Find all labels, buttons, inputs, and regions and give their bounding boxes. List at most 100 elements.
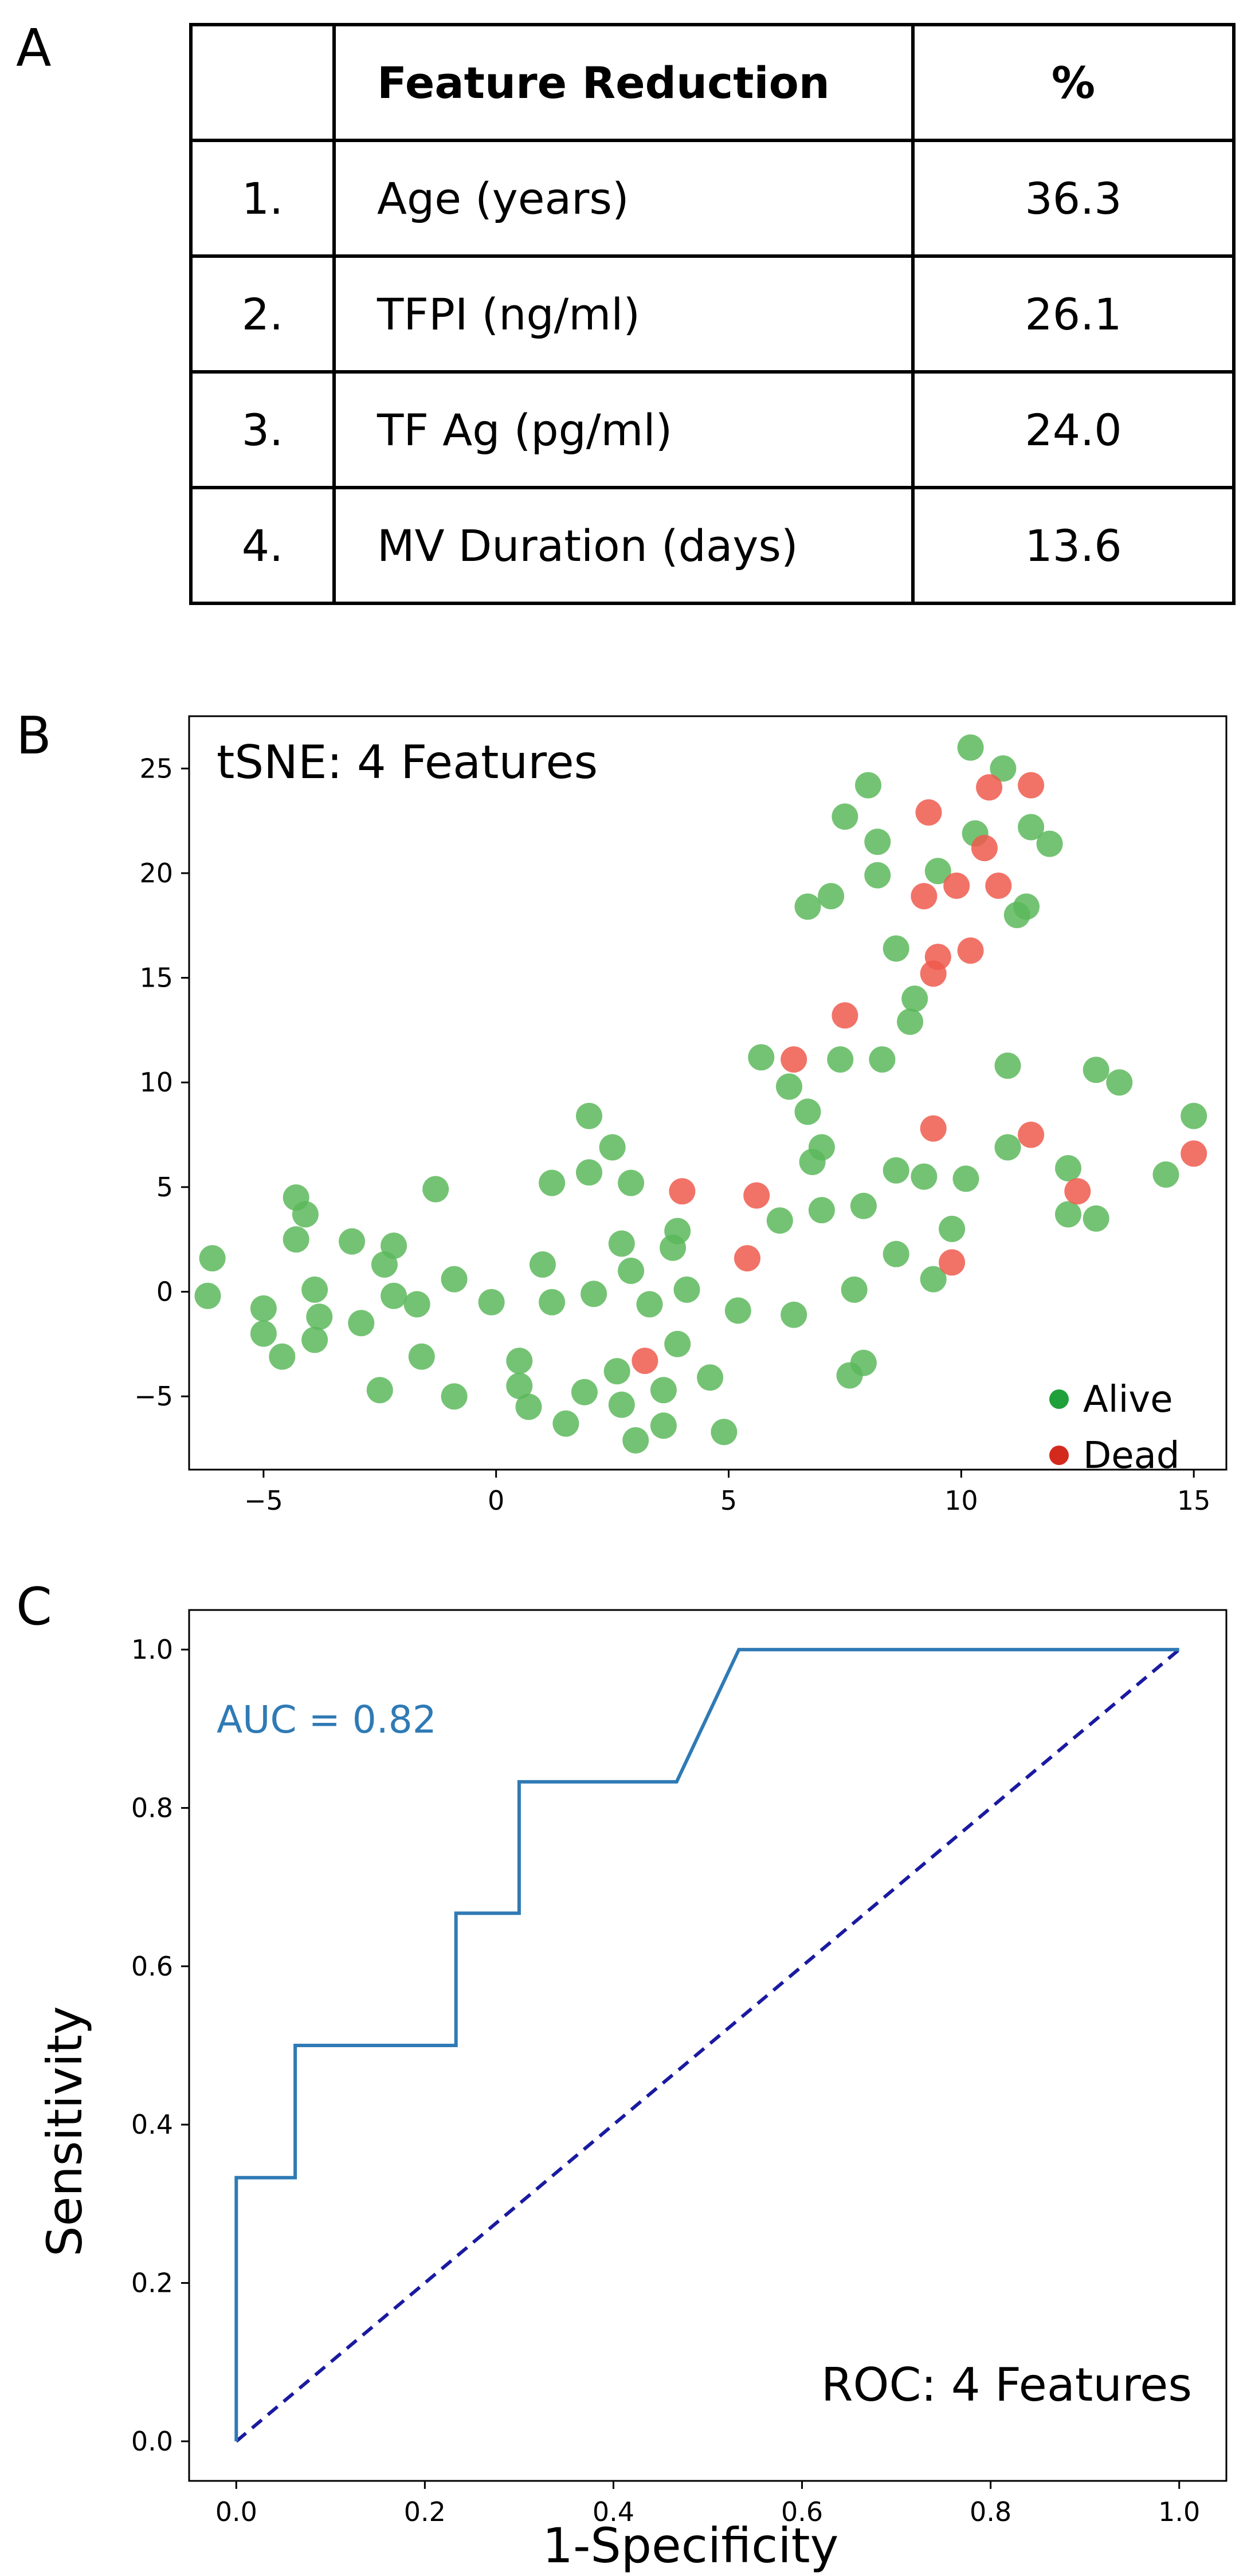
tsne-point-alive [599, 1134, 626, 1161]
tsne-point-dead [1018, 772, 1045, 799]
tsne-point-dead [911, 883, 938, 910]
roc-x-tick-label: 0.6 [781, 2496, 823, 2527]
tsne-y-tick-label: 15 [139, 963, 173, 994]
tsne-point-alive [901, 985, 928, 1012]
tsne-point-alive [697, 1364, 724, 1391]
tsne-point-alive [571, 1379, 598, 1405]
roc-y-tick-label: 0.4 [131, 2109, 173, 2140]
roc-x-tick-label: 0.4 [593, 2496, 634, 2527]
tsne-scatter-chart: −5 0 5 10 15 −5 0 5 10 15 20 25 tSNE: 4 Features Al… [134, 715, 1228, 1516]
tsne-point-dead [734, 1245, 760, 1272]
roc-y-tick-label: 0.2 [131, 2268, 173, 2299]
tsne-point-dead [985, 872, 1012, 899]
tsne-point-alive [618, 1258, 645, 1284]
row-number: 3. [189, 370, 336, 489]
tsne-point-alive [794, 1098, 821, 1125]
panel-label-b: B [16, 706, 52, 766]
table-row: 3. TF Ag (pg/ml) 24.0 [189, 370, 1236, 489]
roc-x-tick-label: 0.8 [970, 2496, 1011, 2527]
tsne-title: tSNE: 4 Features [217, 736, 598, 789]
tsne-legend: Alive Dead [1049, 1379, 1180, 1477]
panel-label-c: C [16, 1577, 52, 1637]
tsne-point-alive [1152, 1161, 1179, 1188]
roc-auc-annotation: AUC = 0.82 [217, 1698, 437, 1742]
tsne-point-alive [199, 1245, 226, 1272]
table-row: 2. TFPI (ng/ml) 26.1 [189, 254, 1236, 374]
panel-label-a: A [16, 18, 52, 78]
tsne-x-tick-label: −5 [244, 1485, 283, 1516]
tsne-point-alive [1083, 1057, 1109, 1083]
tsne-point-alive [581, 1281, 607, 1307]
tsne-point-alive [506, 1348, 533, 1375]
tsne-point-alive [269, 1343, 296, 1370]
tsne-point-alive [939, 1215, 966, 1242]
table-header-feature: Feature Reduction [332, 23, 915, 142]
tsne-point-alive [348, 1310, 375, 1337]
roc-curve-chart: 0.0 0.2 0.4 0.6 0.8 1.0 0.0 0.2 0.4 0.6 0.8 1.0 AUC… [37, 1609, 1228, 2574]
tsne-y-tick-label: 5 [156, 1172, 173, 1203]
tsne-point-alive [748, 1044, 775, 1071]
row-number: 1. [189, 139, 336, 258]
tsne-point-alive [301, 1326, 328, 1353]
tsne-point-alive [478, 1289, 505, 1316]
tsne-point-alive [650, 1412, 677, 1439]
legend-marker-dead [1049, 1446, 1069, 1465]
tsne-point-alive [832, 803, 858, 830]
tsne-point-alive [403, 1291, 430, 1318]
roc-y-tick-label: 1.0 [131, 1634, 173, 1665]
tsne-point-alive [911, 1163, 938, 1190]
tsne-point-dead [632, 1348, 658, 1375]
tsne-point-alive [608, 1230, 635, 1257]
row-number: 4. [189, 486, 336, 605]
tsne-point-alive [250, 1320, 277, 1347]
tsne-point-alive [724, 1297, 751, 1324]
tsne-point-dead [743, 1182, 770, 1209]
tsne-point-alive [441, 1383, 468, 1410]
legend-marker-alive [1049, 1389, 1069, 1409]
tsne-point-alive [515, 1393, 542, 1420]
tsne-point-alive [673, 1276, 700, 1303]
tsne-point-alive [622, 1427, 649, 1454]
tsne-point-alive [539, 1169, 566, 1196]
row-feature-name: Age (years) [332, 139, 915, 258]
tsne-point-alive [608, 1391, 635, 1418]
tsne-point-alive [506, 1372, 533, 1399]
tsne-point-alive [194, 1282, 221, 1309]
tsne-point-alive [1055, 1155, 1081, 1181]
tsne-point-alive [855, 772, 881, 799]
tsne-points-layer [194, 734, 1207, 1454]
tsne-point-alive [864, 862, 891, 889]
tsne-point-alive [1013, 893, 1040, 920]
tsne-point-dead [1064, 1178, 1091, 1205]
tsne-point-dead [915, 799, 942, 826]
tsne-point-alive [827, 1046, 854, 1073]
tsne-point-alive [864, 828, 891, 855]
tsne-point-alive [952, 1165, 979, 1192]
tsne-point-dead [781, 1046, 807, 1073]
row-percent: 26.1 [911, 254, 1236, 374]
tsne-point-alive [306, 1303, 333, 1330]
row-number: 2. [189, 254, 336, 374]
feature-reduction-table: Feature Reduction % 1. Age (years) 36.3 … [189, 23, 1236, 605]
tsne-y-tick-label: −5 [134, 1381, 173, 1412]
tsne-point-alive [650, 1377, 677, 1404]
row-percent: 24.0 [911, 370, 1236, 489]
tsne-y-tick-label: 25 [139, 753, 173, 784]
tsne-point-dead [976, 774, 1003, 801]
tsne-point-alive [408, 1343, 435, 1370]
tsne-point-alive [1036, 830, 1063, 857]
tsne-point-alive [576, 1159, 602, 1186]
roc-x-axis-label: 1-Specificity [543, 2518, 839, 2574]
tsne-point-alive [618, 1169, 645, 1196]
tsne-x-tick-label: 5 [720, 1485, 737, 1516]
table-header-percent: % [911, 23, 1236, 142]
tsne-point-dead [920, 1115, 947, 1142]
tsne-point-alive [920, 1266, 947, 1293]
roc-y-tick-label: 0.8 [131, 1792, 173, 1823]
roc-plot-frame [188, 1609, 1228, 2482]
tsne-point-alive [539, 1289, 566, 1316]
tsne-point-alive [636, 1291, 663, 1318]
tsne-point-alive [1106, 1069, 1133, 1096]
tsne-point-alive [850, 1349, 877, 1376]
row-feature-name: TF Ag (pg/ml) [332, 370, 915, 489]
